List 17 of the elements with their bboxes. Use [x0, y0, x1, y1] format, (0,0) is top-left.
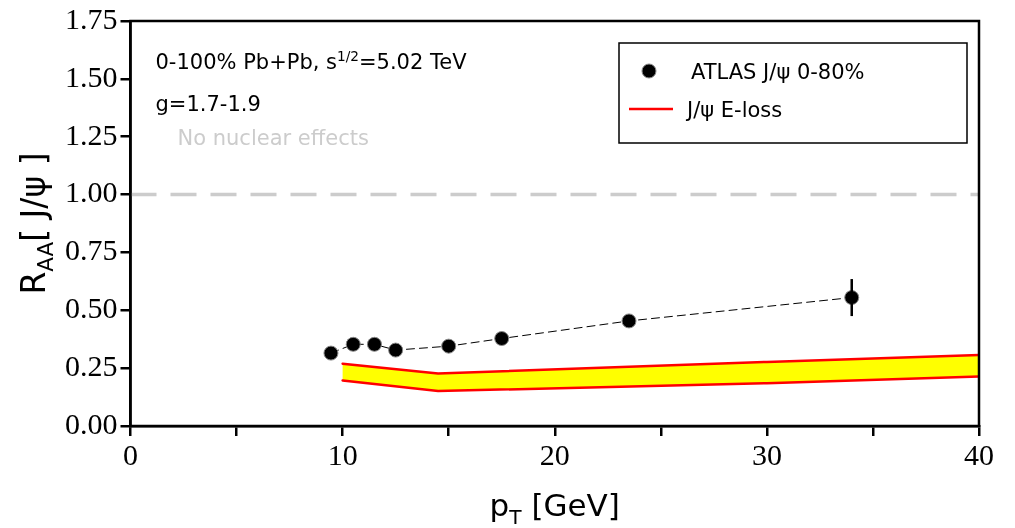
x-tick-label: 20	[539, 437, 570, 471]
y-tick-label: 0.50	[65, 291, 118, 325]
annotation: g=1.7-1.9	[155, 92, 261, 116]
y-tick-label: 1.25	[65, 117, 118, 151]
x-tick-label: 40	[964, 437, 994, 471]
y-tick-label: 0.75	[65, 233, 118, 267]
y-tick-label: 1.00	[65, 175, 118, 209]
y-tick-label: 0.00	[65, 406, 118, 440]
y-tick-label: 0.25	[65, 349, 118, 383]
y-axis-title: RAA[ J/ψ ]	[14, 152, 59, 295]
y-tick-label: 1.50	[65, 59, 118, 93]
legend-label: J/ψ E-loss	[685, 98, 783, 122]
y-tick-label: 1.75	[65, 1, 118, 35]
legend-label: ATLAS J/ψ 0-80%	[691, 60, 865, 84]
x-tick-label: 30	[751, 437, 782, 471]
x-tick-label: 10	[327, 437, 358, 471]
x-tick-label: 0	[123, 437, 138, 471]
